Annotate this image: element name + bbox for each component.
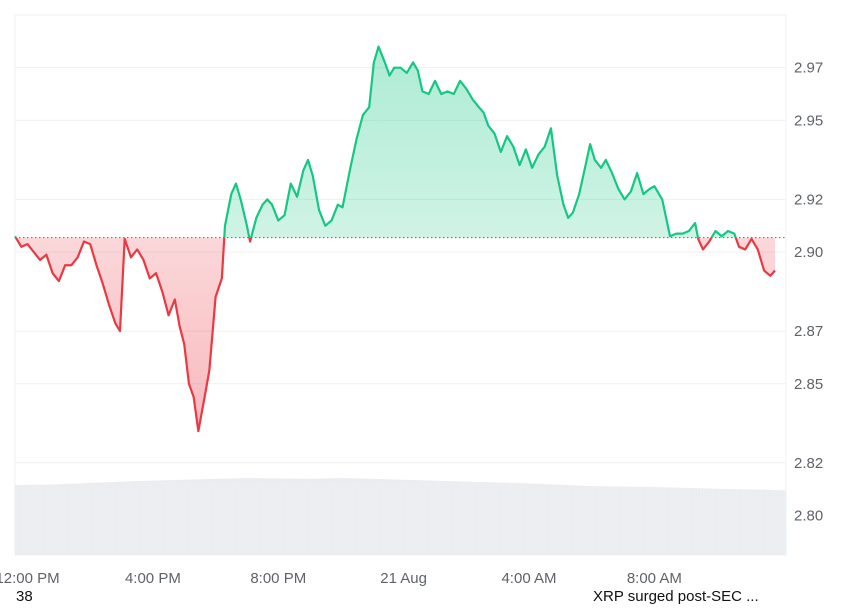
price-line-up [14, 45, 737, 238]
footer-news-link[interactable]: XRP surged post-SEC ... [593, 588, 759, 605]
y-tick-label: 2.87 [794, 323, 823, 340]
volume-bars [15, 478, 786, 555]
x-tick-label: 4:00 PM [125, 570, 181, 587]
y-tick-label: 2.80 [794, 507, 823, 524]
x-tick-label: 8:00 PM [250, 570, 306, 587]
volume-area [15, 478, 786, 555]
y-tick-label: 2.97 [794, 60, 823, 77]
x-tick-label: 21 Aug [380, 570, 427, 587]
price-line [14, 45, 776, 433]
footer-left-text: 38 [16, 588, 33, 605]
y-tick-label: 2.92 [794, 191, 823, 208]
x-tick-label: 4:00 AM [501, 570, 556, 587]
price-line-down [14, 237, 776, 433]
y-tick-label: 2.95 [794, 112, 823, 129]
y-tick-label: 2.82 [794, 455, 823, 472]
price-area [15, 46, 776, 432]
y-tick-label: 2.90 [794, 244, 823, 261]
area-below-baseline [15, 237, 776, 432]
x-tick-label: 8:00 AM [627, 570, 682, 587]
y-axis-labels: 2.97 2.95 2.92 2.90 2.87 2.85 2.82 2.80 [794, 60, 823, 525]
x-axis-labels: 12:00 PM 4:00 PM 8:00 PM 21 Aug 4:00 AM 8:00 … [0, 570, 682, 587]
y-tick-label: 2.85 [794, 376, 823, 393]
area-above-baseline [15, 46, 776, 238]
x-tick-label: 12:00 PM [0, 570, 60, 587]
